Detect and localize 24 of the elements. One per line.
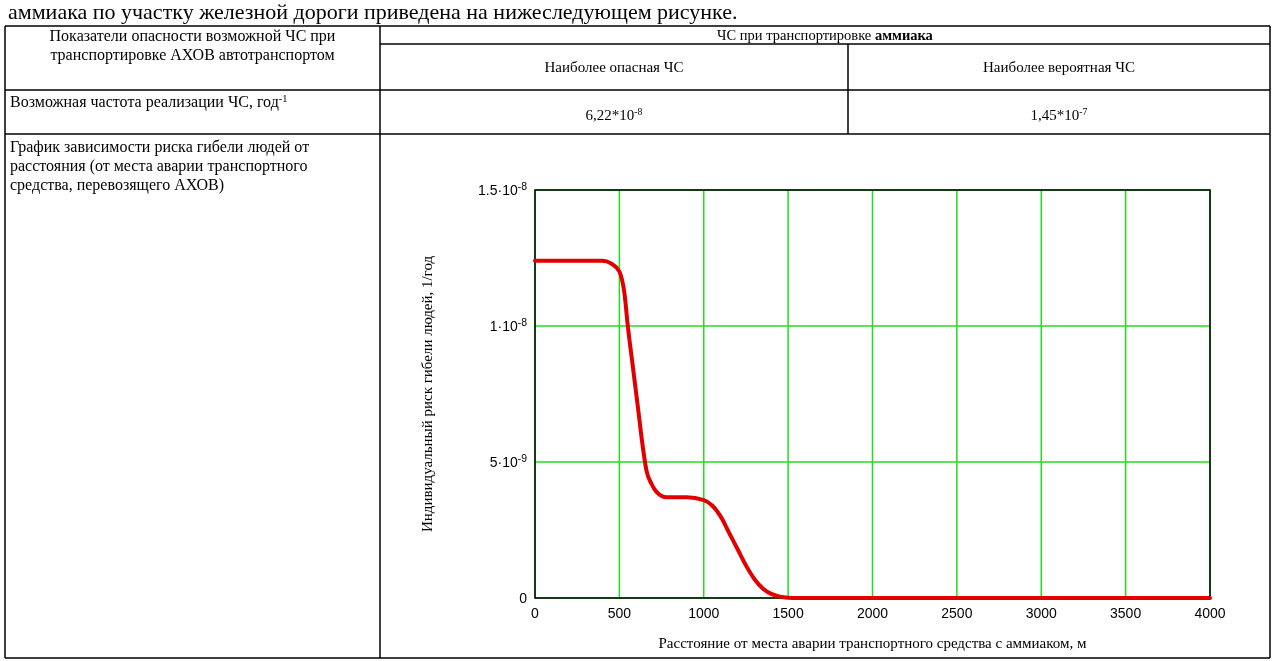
x-tick-label: 500 xyxy=(607,605,632,621)
x-tick-label: 1000 xyxy=(688,605,720,621)
y-tick-label: 1.5·10$^{-8}$ xyxy=(478,180,528,198)
x-tick-label: 2500 xyxy=(941,605,973,621)
x-tick-label: 0 xyxy=(531,605,540,621)
y-tick-label: 1·10$^{-8}$ xyxy=(489,316,528,334)
text: 6,22*10$^{-8}$ xyxy=(585,105,643,123)
text: Наиболее вероятная ЧС xyxy=(983,59,1135,75)
x-tick-label: 3500 xyxy=(1110,605,1142,621)
text: Наиболее опасная ЧС xyxy=(544,59,684,75)
text: ЧС при транспортировке аммиака xyxy=(717,27,934,43)
x-tick-label: 2000 xyxy=(856,605,889,621)
text: 1,45*10$^{-7}$ xyxy=(1030,105,1088,123)
text: аммиака по участку железной дороги приведена на нижеследующем рисунке. xyxy=(8,0,738,24)
text: Возможная частота реализации ЧС, год$^{-1}$ xyxy=(10,92,288,111)
x-tick-label: 3000 xyxy=(1025,605,1058,621)
y-tick-label: 0 xyxy=(519,590,528,606)
x-tick-label: 4000 xyxy=(1194,605,1226,621)
x-axis-title: Расстояние от места аварии транспортного средства с аммиаком, м xyxy=(658,635,1087,651)
y-tick-label: 5·10$^{-9}$ xyxy=(489,452,528,470)
text: График зависимости риска гибели людей от расстояния (от места аварии транспортного средства, перевозящего АХОВ) xyxy=(10,138,310,194)
x-tick-label: 1500 xyxy=(772,605,804,621)
text: Показатели опасности возможной ЧС при транспортировке АХОВ автотранспортом xyxy=(49,27,336,64)
y-axis-title: Индивидуальный риск гибели людей, 1/год xyxy=(419,255,435,533)
